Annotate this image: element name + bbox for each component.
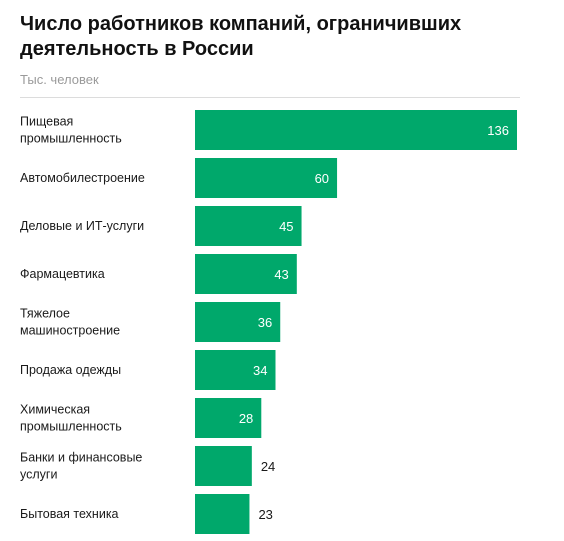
category-label: Пищевая промышленность bbox=[20, 115, 122, 146]
category-label: Деловые и ИТ-услуги bbox=[20, 219, 144, 233]
category-label: Автомобилестроение bbox=[20, 171, 145, 185]
bar bbox=[195, 350, 276, 390]
category-label: Тяжелое машиностроение bbox=[20, 307, 120, 338]
value-label: 60 bbox=[315, 171, 329, 186]
bar bbox=[195, 398, 262, 438]
bar bbox=[195, 302, 281, 342]
category-label: Химическая промышленность bbox=[20, 403, 122, 434]
bar bbox=[195, 446, 252, 486]
chart-title: Число работников компаний, ограничивших … bbox=[20, 13, 462, 60]
value-label: 136 bbox=[487, 123, 509, 138]
value-label: 23 bbox=[258, 507, 272, 522]
value-label: 24 bbox=[261, 459, 275, 474]
category-label: Фармацевтика bbox=[20, 267, 105, 281]
bar bbox=[195, 494, 250, 534]
category-label: Бытовая техника bbox=[20, 507, 119, 521]
chart-subtitle-units: Тыс. человек bbox=[20, 72, 99, 87]
category-label: Продажа одежды bbox=[20, 363, 121, 377]
category-label: Банки и финансовые услуги bbox=[20, 451, 142, 482]
header-divider bbox=[20, 97, 520, 98]
value-label: 34 bbox=[253, 363, 267, 378]
bar bbox=[195, 206, 302, 246]
bar bbox=[195, 254, 297, 294]
value-label: 45 bbox=[279, 219, 293, 234]
value-label: 43 bbox=[274, 267, 288, 282]
value-label: 36 bbox=[258, 315, 272, 330]
bar bbox=[195, 158, 338, 198]
bar bbox=[195, 110, 517, 150]
value-label: 28 bbox=[239, 411, 253, 426]
